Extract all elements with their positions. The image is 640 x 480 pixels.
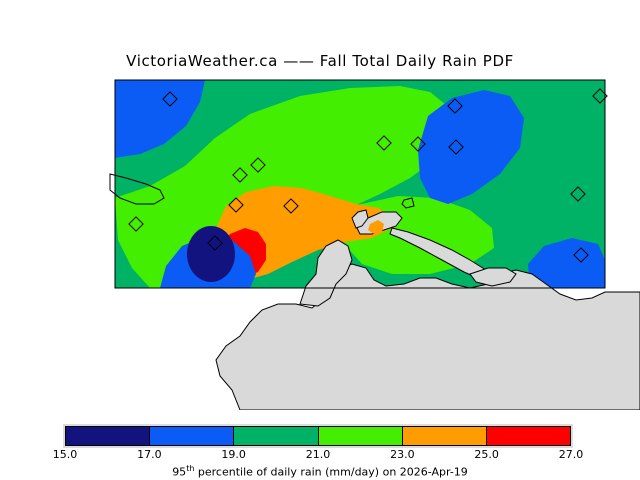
colorbar-band-2[interactable] [233, 427, 318, 445]
contour-band-17-19-se [528, 238, 605, 288]
contour-band-17-19-nw [115, 80, 205, 158]
station-marker[interactable] [592, 88, 608, 104]
station-marker[interactable] [162, 91, 178, 107]
station-marker-group[interactable] [128, 88, 608, 263]
contour-band-15-17 [187, 226, 235, 282]
station-marker[interactable] [250, 157, 266, 173]
colorbar-tick-0: 15.0 [52, 448, 78, 461]
land-saanich-peninsula [299, 239, 353, 307]
station-marker[interactable] [128, 216, 144, 232]
map-panel[interactable] [0, 78, 640, 410]
station-marker[interactable] [207, 235, 223, 251]
colorbar-band-5[interactable] [485, 427, 571, 445]
station-marker[interactable] [376, 135, 392, 151]
map-frame [114, 79, 606, 289]
colorbar[interactable]: 15.0 17.0 19.0 21.0 23.0 25.0 27.0 95th percen… [0, 418, 640, 480]
colorbar-tick-2: 19.0 [221, 448, 246, 461]
landmass-group [109, 173, 640, 410]
station-marker[interactable] [573, 247, 589, 263]
contour-patch-on-spit [368, 220, 384, 234]
colorbar-ticks: 15.0 17.0 19.0 21.0 23.0 25.0 27.0 [0, 448, 640, 464]
colorbar-band-4[interactable] [401, 427, 486, 445]
caption-prefix: 95 [172, 465, 187, 479]
colorbar-caption: 95th percentile of daily rain (mm/day) o… [0, 464, 640, 479]
colorbar-tick-5: 25.0 [474, 448, 499, 461]
station-marker[interactable] [283, 198, 299, 214]
colorbar-band-0[interactable] [66, 427, 150, 445]
station-marker[interactable] [410, 136, 426, 152]
station-marker[interactable] [232, 167, 248, 183]
caption-suffix: percentile of daily rain (mm/day) on 202… [194, 465, 468, 479]
contour-map[interactable] [0, 78, 640, 410]
colorbar-band-3[interactable] [317, 427, 402, 445]
station-marker[interactable] [570, 186, 586, 202]
colorbar-bands[interactable] [65, 426, 571, 446]
caption-superscript: th [186, 464, 195, 473]
contour-field [115, 80, 605, 288]
land-island-south-east [469, 267, 517, 287]
colorbar-tick-1: 17.0 [137, 448, 162, 461]
colorbar-tick-4: 23.0 [390, 448, 415, 461]
station-marker[interactable] [228, 197, 244, 213]
colorbar-tick-3: 21.0 [305, 448, 331, 461]
page-title: VictoriaWeather.ca —— Fall Total Daily R… [126, 52, 514, 70]
land-outline-islet-northeast [401, 197, 415, 209]
contour-band-17-19-ne [418, 90, 524, 204]
station-marker[interactable] [447, 98, 463, 114]
colorbar-tick-6: 27.0 [558, 448, 584, 461]
colorbar-band-1[interactable] [149, 427, 234, 445]
station-marker[interactable] [448, 139, 464, 155]
land-island-spit [351, 209, 369, 229]
